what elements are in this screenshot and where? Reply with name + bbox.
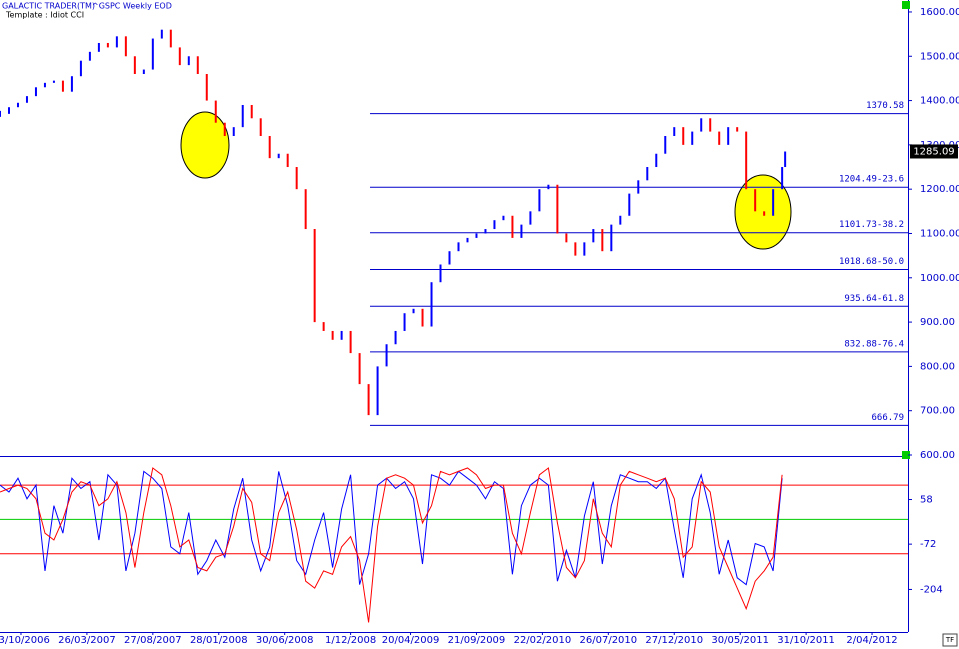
x-tick-label: 31/10/2011 [777, 635, 835, 646]
x-tick-label: 26/03/2007 [58, 635, 116, 646]
fib-level-label: 935.64-61.8 [844, 294, 904, 304]
highlight-circle [734, 174, 792, 250]
y-tick-label: -72 [920, 539, 936, 550]
y-tick-label: 900.00 [920, 317, 955, 328]
y-tick-label: 58 [920, 495, 933, 506]
x-tick-label: 23/10/2006 [0, 635, 50, 646]
app-name: GALACTIC TRADER(TM) [2, 2, 95, 11]
x-tick-label: 26/07/2010 [580, 635, 638, 646]
x-tick-label: 2/04/2012 [846, 635, 897, 646]
cci-line [0, 467, 783, 623]
x-tick-label: 30/05/2011 [711, 635, 769, 646]
y-tick-label: 800.00 [920, 361, 955, 372]
y-tick-label: 600.00 [920, 450, 955, 461]
y-tick-label: 1000.00 [920, 273, 959, 284]
fib-level-label: 666.79 [871, 413, 904, 423]
fib-level-label: 832.88-76.4 [844, 339, 904, 349]
y-tick-label: 1500.00 [920, 51, 959, 62]
last-price-box [910, 144, 958, 159]
status-box[interactable] [902, 451, 910, 459]
x-tick-label: 20/04/2009 [382, 635, 440, 646]
fib-level-label: 1204.49-23.6 [839, 175, 904, 185]
x-tick-label: 1/12/2008 [325, 635, 376, 646]
x-tick-label: 30/06/2008 [256, 635, 314, 646]
highlight-circle [180, 111, 230, 179]
status-box[interactable] [902, 1, 910, 9]
y-tick-label: 1400.00 [920, 96, 959, 107]
x-tick-label: 21/09/2009 [448, 635, 506, 646]
fib-level-label: 1018.68-50.0 [839, 257, 904, 267]
fib-level-label: 1370.58 [866, 101, 904, 111]
plot: 600.00 700.00 800.00 900.00 1000.00 1100.00 12… [0, 7, 959, 646]
x-tick-label: 27/08/2007 [124, 635, 182, 646]
y-tick-label: 1200.00 [920, 184, 959, 195]
tf-button[interactable] [942, 633, 958, 647]
x-tick-label: 22/02/2010 [514, 635, 572, 646]
x-tick-label: 27/12/2010 [645, 635, 703, 646]
cci-line [0, 470, 783, 586]
fib-level-label: 1101.73-38.2 [839, 220, 904, 230]
y-tick-label: 1100.00 [920, 228, 959, 239]
y-tick-label: 700.00 [920, 406, 955, 417]
y-tick-label: 1600.00 [920, 7, 959, 18]
y-tick-label: -204 [920, 584, 943, 595]
x-tick-label: 28/01/2008 [190, 635, 248, 646]
last-price-label: 1285.09 [913, 146, 954, 157]
symbol: ^GSPC Weekly EOD [92, 2, 172, 11]
tf-button-label[interactable]: TF [945, 636, 954, 644]
template: Template : Idiot CCI [5, 11, 84, 20]
